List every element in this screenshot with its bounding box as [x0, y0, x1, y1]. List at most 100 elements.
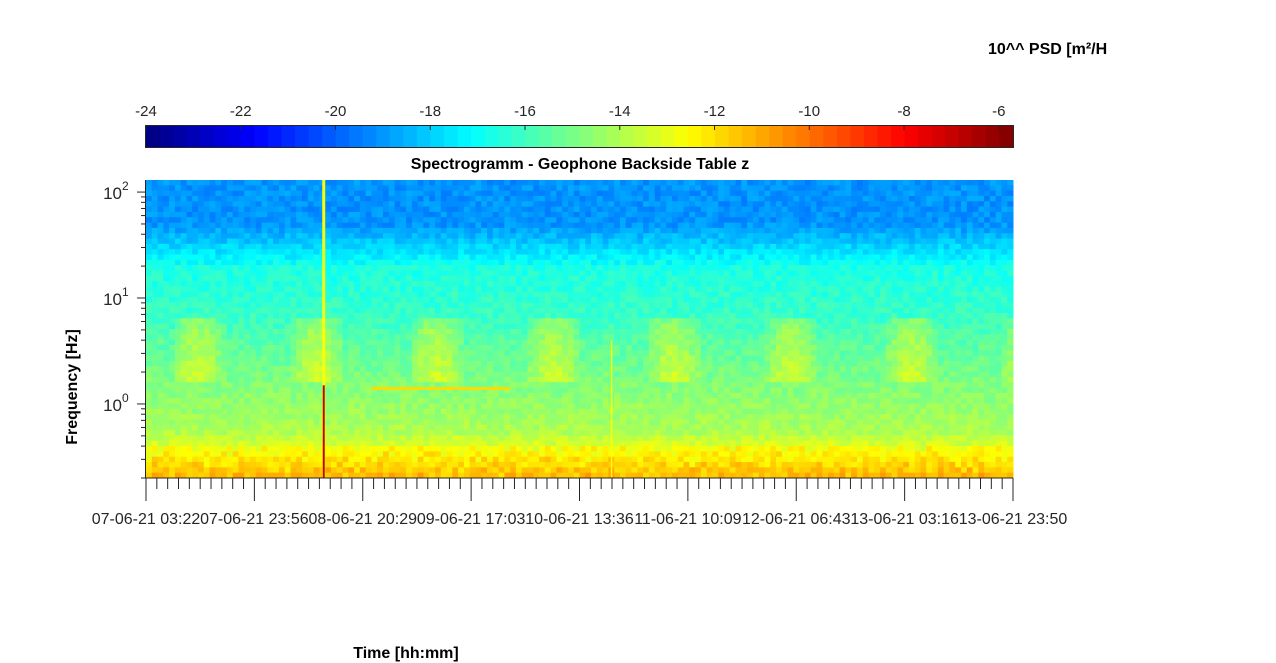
heatmap-cell	[839, 286, 846, 293]
heatmap-cell	[244, 222, 251, 229]
heatmap-cell	[770, 243, 777, 250]
heatmap-cell	[960, 291, 968, 298]
heatmap-cell	[533, 291, 540, 298]
heatmap-cell	[382, 350, 390, 357]
heatmap-cell	[382, 254, 390, 261]
heatmap-cell	[602, 302, 609, 309]
heatmap-cell	[365, 302, 372, 309]
heatmap-cell	[487, 286, 494, 293]
heatmap-cell	[735, 297, 742, 303]
heatmap-cell	[336, 211, 344, 218]
heatmap-cell	[359, 291, 367, 298]
heatmap-cell	[822, 291, 829, 298]
heatmap-cell	[527, 339, 534, 346]
heatmap-cell	[244, 329, 251, 335]
heatmap-cell	[758, 259, 765, 266]
heatmap-cell	[908, 265, 916, 271]
heatmap-cell	[804, 334, 812, 341]
heatmap-cell	[562, 259, 569, 266]
heatmap-cell	[567, 270, 575, 277]
heatmap-cell	[989, 286, 997, 293]
heatmap-cell	[625, 243, 633, 250]
heatmap-cell	[677, 195, 685, 202]
heatmap-cell	[296, 233, 303, 240]
heatmap-cell	[1007, 302, 1014, 309]
heatmap-cell	[689, 302, 696, 309]
heatmap-cell	[966, 233, 974, 240]
heatmap-cell	[671, 180, 679, 186]
heatmap-cell	[706, 275, 713, 282]
heatmap-cell	[643, 286, 650, 293]
heatmap-cell	[221, 286, 228, 293]
heatmap-cell	[625, 238, 633, 245]
heatmap-cell	[359, 281, 367, 287]
heatmap-cell	[804, 195, 812, 202]
heatmap-cell	[978, 281, 985, 287]
heatmap-cell	[307, 195, 315, 202]
heatmap-cell	[787, 249, 794, 255]
heatmap-cell	[828, 265, 835, 271]
heatmap-cell	[689, 190, 696, 197]
heatmap-cell	[539, 185, 546, 192]
heatmap-cell	[943, 318, 950, 325]
heatmap-cell	[828, 339, 835, 346]
heatmap-cell	[862, 329, 869, 335]
heatmap-cell	[602, 254, 609, 261]
heatmap-cell	[221, 281, 228, 287]
heatmap-cell	[856, 318, 864, 325]
heatmap-cell	[932, 249, 939, 255]
heatmap-cell	[284, 233, 291, 240]
heatmap-cell	[446, 265, 453, 271]
heatmap-cell	[926, 307, 933, 314]
heatmap-cell	[365, 350, 372, 357]
heatmap-cell	[683, 334, 690, 341]
heatmap-cell	[712, 329, 719, 335]
heatmap-cell	[591, 180, 598, 186]
heatmap-cell	[752, 297, 760, 303]
heatmap-cell	[348, 243, 355, 250]
heatmap-cell	[261, 291, 268, 298]
heatmap-cell	[325, 259, 332, 266]
heatmap-cell	[146, 307, 153, 314]
heatmap-cell	[382, 211, 390, 218]
heatmap-cell	[423, 259, 430, 266]
heatmap-cell	[943, 286, 950, 293]
heatmap-cell	[169, 302, 176, 309]
heatmap-cell	[527, 313, 534, 319]
heatmap-cell	[226, 297, 234, 303]
heatmap-cell	[932, 297, 939, 303]
heatmap-cell	[648, 344, 656, 351]
heatmap-cell	[885, 233, 893, 240]
heatmap-cell	[1007, 233, 1014, 240]
heatmap-cell	[550, 302, 557, 309]
heatmap-cell	[562, 329, 569, 335]
heatmap-cell	[348, 323, 355, 330]
heatmap-cell	[498, 249, 505, 255]
heatmap-cell	[515, 344, 523, 351]
heatmap-cell	[764, 344, 771, 351]
heatmap-cell	[596, 313, 604, 319]
heatmap-cell	[469, 185, 476, 192]
heatmap-cell	[567, 206, 575, 213]
heatmap-cell	[180, 211, 187, 218]
heatmap-cell	[342, 350, 349, 357]
heatmap-cell	[180, 286, 187, 293]
heatmap-cell	[544, 302, 552, 309]
heatmap-cell	[302, 313, 309, 319]
heatmap-cell	[273, 217, 280, 224]
heatmap-cell	[839, 329, 846, 335]
heatmap-cell	[550, 291, 557, 298]
heatmap-cell	[804, 270, 812, 277]
colorbar-cell	[863, 126, 879, 147]
heatmap-cell	[400, 281, 407, 287]
heatmap-cell	[943, 329, 950, 335]
heatmap-cell	[735, 350, 742, 357]
heatmap-cell	[510, 318, 517, 325]
heatmap-cell	[955, 211, 962, 218]
heatmap-cell	[671, 265, 679, 271]
heatmap-cell	[712, 185, 719, 192]
heatmap-cell	[388, 286, 396, 293]
heatmap-cell	[313, 265, 320, 271]
heatmap-cell	[192, 323, 199, 330]
heatmap-cell	[510, 201, 517, 208]
